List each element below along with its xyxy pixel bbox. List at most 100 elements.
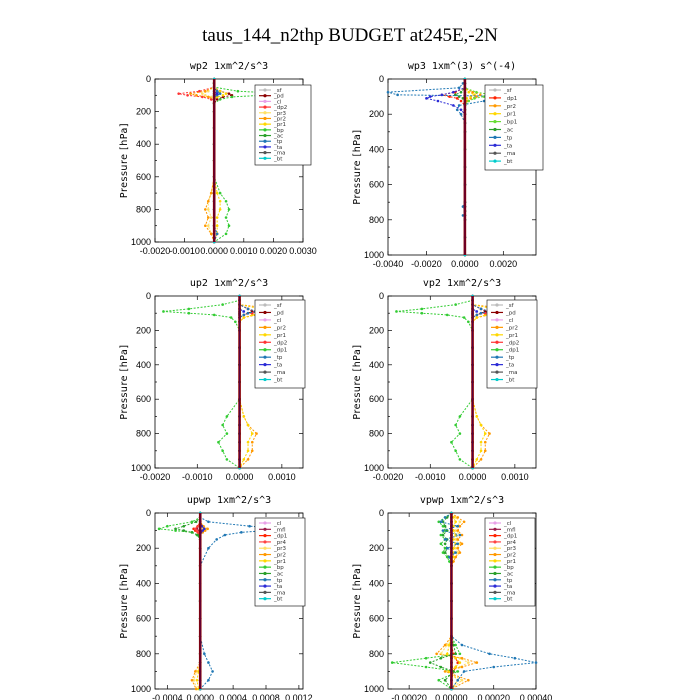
data-point-tp — [513, 656, 517, 660]
data-point-pr3 — [460, 678, 464, 682]
data-point-pr2 — [195, 94, 198, 97]
y-tick-label: 200 — [136, 543, 151, 553]
data-point-ac — [182, 524, 186, 528]
data-point-bp — [454, 643, 457, 647]
legend-label: _ta — [505, 363, 514, 369]
data-point-pr2 — [206, 216, 210, 219]
data-point-dp1 — [229, 316, 233, 319]
data-point-pr2 — [209, 191, 213, 195]
x-tick-label: -0.0010 — [169, 246, 200, 256]
legend-marker — [493, 540, 497, 544]
legend-marker — [263, 325, 267, 329]
data-point-pr4 — [195, 529, 199, 532]
data-point-ta — [201, 529, 204, 532]
x-tick-label: -0.0010 — [182, 472, 213, 482]
y-tick-label: 0 — [146, 74, 151, 84]
data-point-pr3 — [454, 546, 457, 550]
legend-label: _ac — [503, 128, 513, 134]
data-point-tp — [218, 92, 222, 95]
legend-marker — [495, 377, 499, 382]
y-tick-label: 0 — [379, 291, 384, 301]
x-tick-label: 0.0000 — [451, 259, 479, 269]
data-point-tp — [248, 524, 251, 528]
x-tick-label: -0.0020 — [140, 472, 171, 482]
series-line-pd — [472, 296, 487, 468]
legend-marker — [493, 104, 497, 108]
data-point-tp — [242, 313, 246, 317]
data-point-pr1 — [475, 458, 479, 461]
data-point-pr1 — [246, 423, 250, 427]
data-point-bp — [448, 560, 451, 563]
legend-marker — [493, 552, 497, 557]
legend-marker — [493, 546, 497, 550]
panel-title: wp2 1xm^2/s^3 — [190, 61, 268, 72]
y-axis-label: Pressure [hPa] — [352, 344, 363, 419]
data-point-pr1 — [218, 208, 222, 211]
legend-marker — [493, 96, 497, 100]
legend-label: _sf — [505, 303, 515, 309]
data-point-tp — [223, 533, 227, 537]
legend-label: _tp — [503, 578, 513, 584]
legend-marker — [493, 578, 497, 582]
data-point-dp1 — [467, 320, 470, 324]
data-point-tp — [475, 313, 479, 317]
data-point-pr2 — [452, 560, 455, 563]
data-point-tp — [479, 311, 483, 315]
legend-marker — [263, 363, 267, 367]
legend-label: _sf — [503, 88, 513, 94]
legend-marker — [263, 552, 267, 557]
y-axis-label: Pressure [hPa] — [352, 129, 363, 204]
data-point-tp — [457, 104, 461, 107]
data-point-ta — [428, 95, 432, 98]
legend-label: _ta — [273, 363, 282, 369]
legend-label: _bp — [503, 565, 514, 571]
y-tick-label: 1000 — [364, 684, 384, 694]
y-tick-label: 0 — [146, 508, 151, 518]
data-point-ta — [425, 97, 428, 100]
data-point-bp — [424, 665, 428, 669]
data-point-pr1 — [454, 656, 457, 660]
legend: _sf_pd _cl_pr2 _pr1_dp2 _dp1_tp _ta_ma _bt — [254, 299, 306, 389]
data-point-dp1 — [221, 449, 224, 453]
data-point-pr2 — [206, 95, 210, 99]
data-point-pr3 — [458, 520, 462, 524]
data-point-pr3 — [201, 92, 204, 95]
data-point-dp1 — [225, 415, 229, 418]
data-point-tp — [207, 661, 210, 664]
data-point-pr1 — [242, 458, 246, 461]
legend-marker — [493, 151, 497, 155]
legend-marker — [263, 156, 267, 160]
legend-marker — [493, 527, 497, 531]
legend-label: _pr2 — [503, 553, 516, 559]
series-line-bp — [392, 512, 461, 690]
legend-label: _bp — [273, 565, 284, 571]
legend-box — [254, 299, 306, 389]
data-point-pr1 — [242, 415, 246, 418]
legend-marker — [493, 521, 497, 525]
legend-marker — [263, 133, 267, 138]
data-point-bp — [227, 224, 231, 227]
legend-label: _pr3 — [273, 546, 287, 552]
legend-marker — [263, 534, 267, 538]
series-line-ac — [173, 513, 201, 689]
data-point-bp — [224, 216, 228, 219]
data-point-pr1 — [467, 90, 471, 94]
data-point-dp2 — [209, 98, 213, 101]
y-tick-label: 1000 — [364, 250, 384, 260]
legend-label: _pr3 — [503, 546, 517, 552]
data-point-dp1 — [217, 440, 220, 444]
legend-label: _cl — [273, 99, 282, 105]
panel-4: vp2 1xm^2/s^3 Pressure [hPa] 0 200 400 600 800… — [352, 278, 538, 482]
legend-marker — [263, 88, 267, 92]
data-point-pr1 — [454, 665, 457, 669]
legend-marker — [263, 145, 267, 149]
x-tick-label: -0.0040 — [373, 259, 404, 269]
data-point-pr2 — [456, 546, 460, 550]
data-point-pr2 — [250, 440, 254, 444]
legend-label: _pd — [505, 310, 516, 316]
data-point-pd — [215, 98, 219, 101]
y-tick-label: 400 — [369, 144, 384, 154]
data-point-ac — [441, 533, 445, 537]
data-point-pr2 — [467, 678, 470, 682]
data-point-bp — [439, 542, 443, 546]
